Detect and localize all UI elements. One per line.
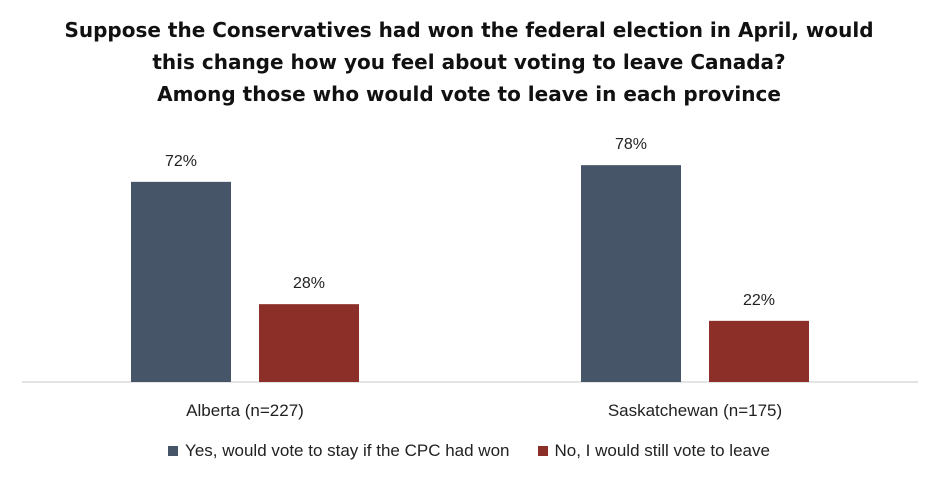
chart-title-line-3: Among those who would vote to leave in e…: [157, 82, 781, 106]
legend-label-no: No, I would still vote to leave: [554, 441, 770, 460]
legend: Yes, would vote to stay if the CPC had w…: [0, 441, 938, 461]
legend-item-no: No, I would still vote to leave: [537, 441, 770, 461]
chart-title: Suppose the Conservatives had won the fe…: [0, 14, 938, 110]
data-label-alberta-no: 28%: [293, 275, 325, 292]
bar-saskatchewan-yes: [581, 165, 681, 382]
bar-alberta-no: [259, 304, 359, 382]
legend-swatch-yes: [168, 446, 179, 456]
chart-title-line-2: this change how you feel about voting to…: [152, 50, 786, 74]
data-label-saskatchewan-no: 22%: [743, 292, 775, 309]
chart-title-line-1: Suppose the Conservatives had won the fe…: [64, 18, 874, 42]
legend-label-yes: Yes, would vote to stay if the CPC had w…: [185, 441, 510, 460]
bar-alberta-yes: [131, 181, 231, 382]
bar-saskatchewan-no: [709, 320, 809, 382]
legend-item-yes: Yes, would vote to stay if the CPC had w…: [168, 441, 510, 461]
data-label-alberta-yes: 72%: [165, 153, 197, 170]
legend-swatch-no: [537, 446, 548, 456]
category-label-saskatchewan: Saskatchewan (n=175): [608, 401, 782, 420]
data-label-saskatchewan-yes: 78%: [615, 136, 647, 153]
category-label-alberta: Alberta (n=227): [186, 401, 304, 420]
